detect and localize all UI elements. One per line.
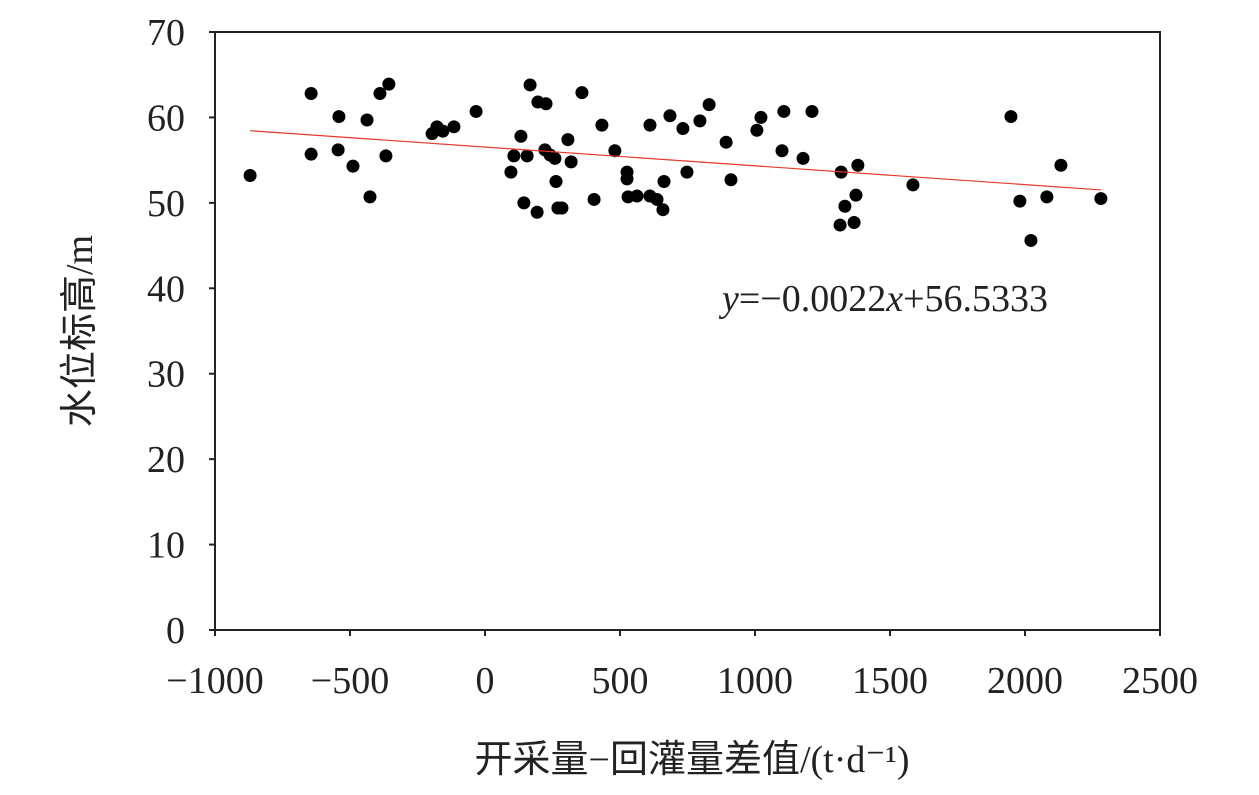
data-point (514, 129, 528, 143)
data-point (523, 78, 537, 92)
data-point (656, 203, 670, 217)
equation-label: y=−0.0022x+56.5333 (718, 278, 1048, 320)
data-point (1004, 110, 1018, 124)
data-point (379, 149, 393, 163)
data-point (777, 104, 791, 118)
y-tick-label: 50 (147, 183, 185, 225)
data-point (243, 169, 257, 183)
x-axis-label: 开采量−回灌量差值/(t·d⁻¹) (475, 739, 910, 781)
plot-area (214, 31, 1161, 631)
data-point (561, 133, 575, 147)
data-point (851, 158, 865, 172)
data-point (530, 205, 544, 219)
data-point (363, 190, 377, 204)
y-axis-label: 水位标高/m (59, 235, 101, 427)
data-point (331, 143, 345, 157)
x-tick-label: −1000 (166, 660, 263, 702)
y-tick-label: 20 (147, 439, 185, 481)
data-point (564, 155, 578, 169)
data-point (436, 124, 450, 138)
data-point (555, 201, 569, 215)
data-point (608, 144, 622, 158)
data-point (796, 151, 810, 165)
data-point (332, 110, 346, 124)
data-point (680, 165, 694, 179)
data-point (346, 159, 360, 173)
data-point (539, 97, 553, 111)
data-point (360, 113, 374, 127)
data-point (676, 122, 690, 136)
data-point (847, 216, 861, 230)
data-point (304, 87, 318, 101)
y-tick-label: 0 (166, 610, 185, 652)
data-point (719, 135, 733, 149)
data-point (657, 175, 671, 188)
data-point (504, 165, 518, 179)
data-point (373, 87, 387, 101)
data-point (775, 144, 789, 158)
data-point (724, 173, 738, 187)
data-point (906, 178, 920, 192)
data-point (517, 196, 531, 210)
data-point (469, 104, 483, 118)
data-point (1024, 233, 1038, 247)
data-point (575, 86, 589, 100)
data-point (1013, 194, 1027, 208)
data-point (838, 199, 852, 213)
data-point (630, 189, 644, 203)
x-tick-label: 1500 (852, 660, 928, 702)
data-point (754, 110, 768, 124)
x-tick-label: 2500 (1122, 660, 1198, 702)
data-point (663, 109, 677, 123)
y-tick-label: 10 (147, 525, 185, 567)
y-tick-label: 70 (147, 12, 185, 54)
data-point (643, 118, 657, 132)
y-tick-label: 40 (147, 268, 185, 310)
data-point (1094, 192, 1108, 206)
data-point (650, 192, 664, 206)
data-point (702, 98, 716, 112)
data-point (587, 192, 601, 206)
x-tick-label: 0 (476, 660, 495, 702)
x-tick-label: −500 (311, 660, 389, 702)
x-tick-label: 500 (592, 660, 649, 702)
x-tick-label: 1000 (717, 660, 793, 702)
data-point (520, 149, 534, 163)
y-tick-label: 60 (147, 97, 185, 139)
data-point (447, 120, 461, 134)
x-tick-label: 2000 (987, 660, 1063, 702)
data-point (1040, 190, 1054, 204)
data-point (833, 218, 847, 232)
data-point (549, 175, 563, 188)
data-point (595, 118, 609, 132)
data-point (750, 123, 764, 137)
data-point (507, 149, 521, 163)
data-point (304, 147, 318, 161)
data-point (849, 188, 863, 202)
data-point (620, 172, 634, 186)
data-point (805, 104, 819, 118)
data-point (548, 151, 562, 165)
data-point (1054, 158, 1068, 172)
trend-line (250, 130, 1101, 191)
data-point (382, 77, 396, 91)
data-point (693, 114, 707, 128)
y-tick-label: 30 (147, 354, 185, 396)
